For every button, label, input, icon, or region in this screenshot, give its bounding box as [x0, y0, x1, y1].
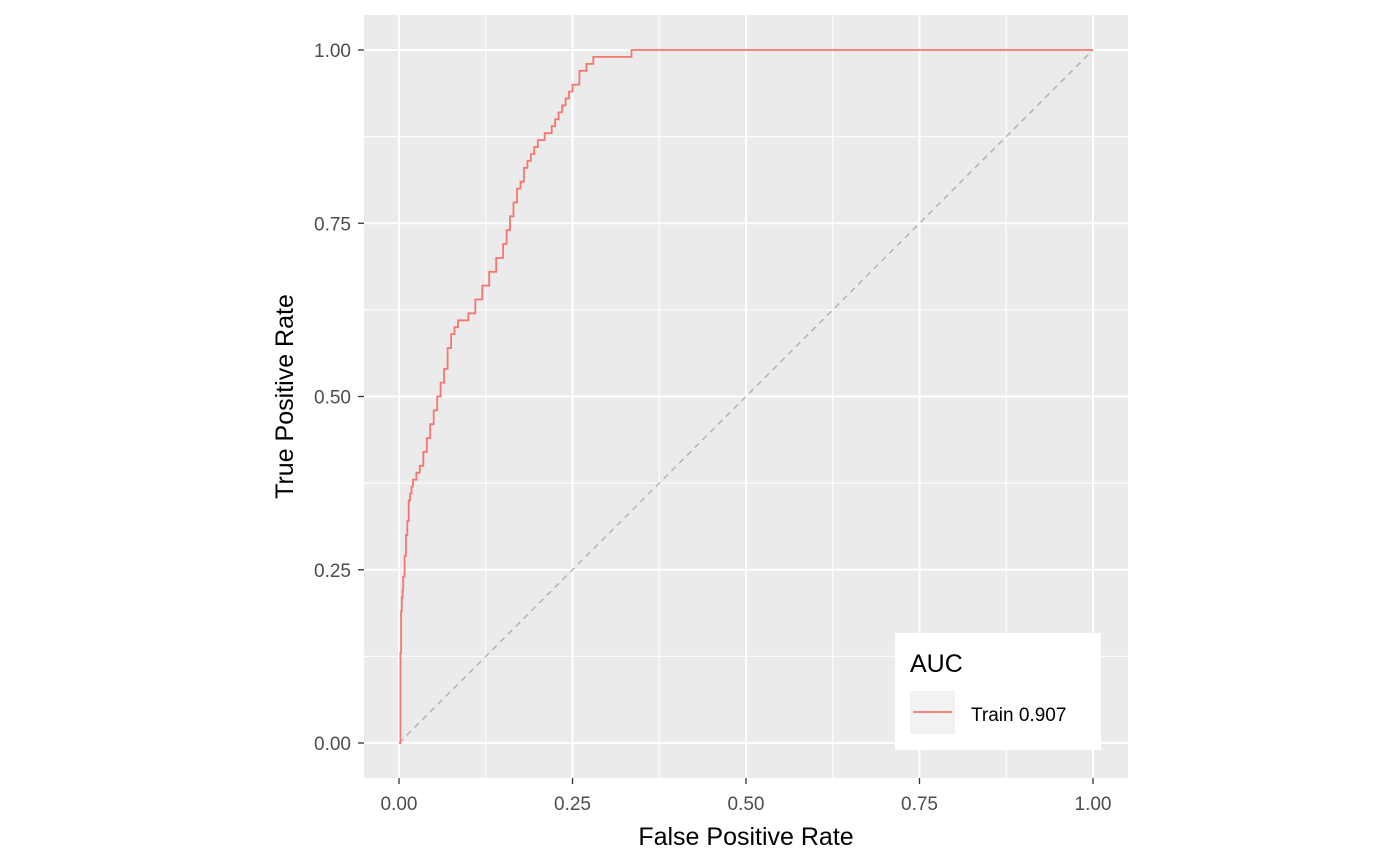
x-tick-label-4: 1.00	[1075, 794, 1112, 815]
y-tick-label-3: 0.75	[314, 214, 351, 235]
legend: AUC Train 0.907	[895, 633, 1101, 750]
reference-diagonal-line	[398, 49, 1094, 744]
y-axis-title: True Positive Rate	[271, 294, 299, 499]
x-axis-title: False Positive Rate	[638, 823, 853, 851]
roc-curve-train	[399, 49, 1093, 744]
legend-title: AUC	[910, 650, 963, 678]
y-axis-tick-labels: 0.00 0.25 0.50 0.75 1.00	[314, 41, 351, 755]
x-axis-tick-labels: 0.00 0.25 0.50 0.75 1.00	[381, 794, 1112, 815]
y-tick-label-2: 0.50	[314, 388, 351, 409]
y-tick-label-4: 1.00	[314, 41, 351, 62]
y-tick-label-0: 0.00	[314, 734, 351, 755]
x-tick-label-3: 0.75	[901, 794, 938, 815]
x-axis-tick-marks	[398, 778, 1094, 784]
x-tick-label-0: 0.00	[381, 794, 418, 815]
x-tick-label-2: 0.50	[728, 794, 765, 815]
legend-label-train: Train 0.907	[971, 705, 1066, 726]
y-tick-label-1: 0.25	[314, 561, 351, 582]
y-axis-tick-marks	[358, 49, 364, 744]
x-tick-label-1: 0.25	[554, 794, 591, 815]
